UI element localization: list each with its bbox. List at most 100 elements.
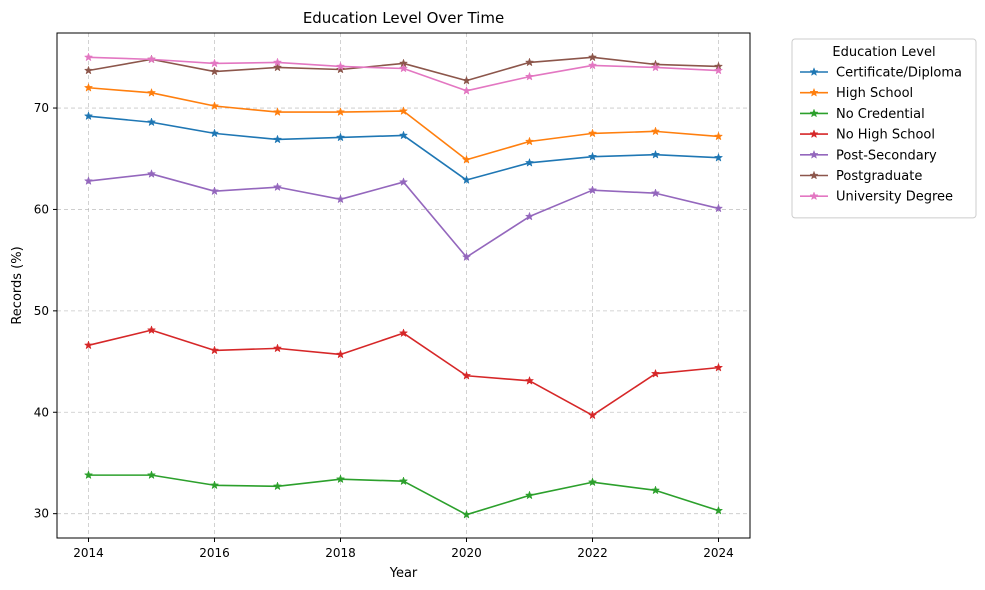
data-point — [713, 152, 724, 162]
legend-marker — [809, 87, 819, 97]
series-high-school — [83, 82, 724, 164]
data-point — [272, 481, 283, 491]
data-point — [524, 71, 535, 81]
data-point — [83, 340, 94, 350]
data-point — [713, 131, 724, 141]
x-tick-label: 2020 — [451, 546, 482, 560]
data-point — [587, 410, 598, 420]
data-point — [209, 58, 220, 68]
data-point — [146, 470, 157, 480]
data-point — [398, 130, 409, 140]
data-point — [335, 64, 346, 74]
data-point — [272, 182, 283, 192]
legend-item: No High School — [800, 128, 935, 143]
x-tick-label: 2018 — [325, 546, 356, 560]
data-point — [272, 62, 283, 72]
data-point — [524, 157, 535, 167]
legend-label: High School — [836, 86, 913, 101]
legend-item: No Credential — [800, 107, 925, 122]
series-certificate-diploma — [83, 111, 724, 185]
legend-marker — [809, 170, 819, 180]
data-point — [335, 132, 346, 142]
series-line — [88, 86, 719, 161]
data-point — [524, 375, 535, 385]
series-no-high-school — [83, 325, 724, 420]
data-point — [461, 85, 472, 95]
legend-marker — [809, 191, 819, 201]
series-no-credential — [83, 470, 724, 519]
data-point — [335, 349, 346, 359]
axes: 2014 2016 2018 2020 2022 2024 30 40 50 60 70 — [34, 101, 734, 560]
data-point — [335, 107, 346, 117]
data-point — [209, 128, 220, 138]
data-point — [146, 169, 157, 178]
legend-box — [791, 38, 977, 219]
data-point — [650, 368, 661, 378]
series-post-secondary — [83, 169, 724, 262]
legend: Education Level Certificate/Diploma High … — [791, 38, 977, 219]
data-point — [461, 509, 472, 519]
data-point — [524, 136, 535, 146]
data-point — [398, 106, 409, 116]
data-point — [398, 63, 409, 73]
data-point — [461, 370, 472, 380]
data-point — [83, 82, 94, 92]
data-point — [83, 470, 94, 480]
x-tick-label: 2014 — [73, 546, 104, 560]
series-line — [88, 173, 719, 258]
data-point — [83, 111, 94, 121]
data-point — [713, 65, 724, 75]
legend-items: Certificate/Diploma High School No Credent… — [800, 66, 962, 205]
data-point — [587, 477, 598, 487]
data-point — [398, 476, 409, 486]
legend-item: University Degree — [800, 190, 953, 205]
data-point — [83, 65, 94, 75]
data-point — [335, 194, 346, 204]
data-point — [398, 328, 409, 338]
data-point — [272, 57, 283, 67]
y-tick-label: 60 — [34, 202, 49, 216]
legend-label: Postgraduate — [836, 169, 922, 184]
x-axis-label: Year — [389, 566, 418, 581]
data-point — [83, 52, 94, 62]
data-point — [146, 325, 157, 335]
data-point — [461, 175, 472, 185]
data-point — [146, 117, 157, 127]
data-point — [146, 87, 157, 97]
y-tick-label: 40 — [34, 405, 49, 419]
x-tick-label: 2024 — [703, 546, 734, 560]
legend-label: University Degree — [836, 190, 953, 205]
series-university-degree — [83, 52, 724, 95]
data-point — [587, 52, 598, 62]
y-axis-label: Records (%) — [10, 246, 25, 324]
legend-item: Postgraduate — [800, 169, 922, 184]
chart-title: Education Level Over Time — [303, 9, 504, 27]
data-point — [587, 128, 598, 138]
data-point — [650, 62, 661, 72]
legend-marker — [809, 149, 819, 159]
data-point — [713, 203, 724, 213]
legend-label: Post-Secondary — [836, 148, 937, 163]
legend-marker — [809, 129, 819, 139]
data-point — [83, 176, 94, 186]
data-point — [461, 252, 472, 262]
legend-item: Certificate/Diploma — [800, 66, 962, 81]
legend-marker — [809, 108, 819, 118]
y-tick-label: 50 — [34, 304, 49, 318]
x-tick-label: 2016 — [199, 546, 230, 560]
data-point — [461, 75, 472, 85]
legend-title: Education Level — [832, 45, 935, 60]
data-point — [209, 480, 220, 490]
series-layer — [83, 52, 724, 519]
data-point — [587, 151, 598, 161]
data-point — [650, 126, 661, 136]
y-tick-label: 70 — [34, 101, 49, 115]
data-point — [398, 177, 409, 187]
data-point — [272, 134, 283, 144]
data-point — [335, 474, 346, 484]
data-point — [650, 485, 661, 495]
legend-item: High School — [800, 86, 913, 101]
data-point — [713, 505, 724, 515]
